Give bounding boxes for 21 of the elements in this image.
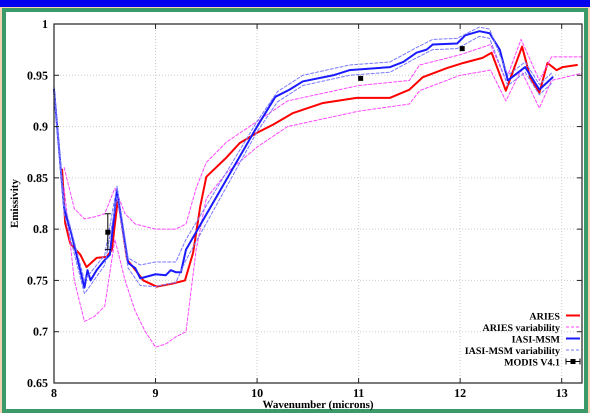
- x-tick-label: 10: [251, 386, 264, 400]
- legend-label: MODIS V4.1: [504, 358, 560, 368]
- x-tick-label: 9: [152, 386, 159, 400]
- legend-label: IASI-MSM variability: [464, 346, 560, 357]
- x-tick-label: 13: [556, 386, 568, 400]
- x-tick-label: 8: [51, 386, 57, 400]
- x-axis-title: Wavenumber (microns): [262, 399, 374, 411]
- y-tick-label: 0.9: [33, 120, 48, 134]
- y-tick-label: 1: [42, 17, 48, 31]
- y-tick-label: 0.85: [27, 170, 48, 185]
- y-tick-label: 0.65: [27, 376, 48, 390]
- legend-label: ARIES variability: [482, 323, 560, 334]
- x-tick-label: 12: [454, 386, 466, 400]
- legend-label: ARIES: [529, 312, 560, 322]
- y-tick-label: 0.8: [33, 222, 48, 236]
- y-axis-title: Emissivity: [9, 178, 21, 228]
- x-tick-label: 11: [352, 386, 364, 400]
- y-tick-label: 0.95: [27, 68, 48, 82]
- y-tick-label: 0.75: [27, 273, 48, 288]
- legend-label: IASI-MSM: [512, 334, 561, 346]
- y-tick-label: 0.7: [33, 324, 48, 339]
